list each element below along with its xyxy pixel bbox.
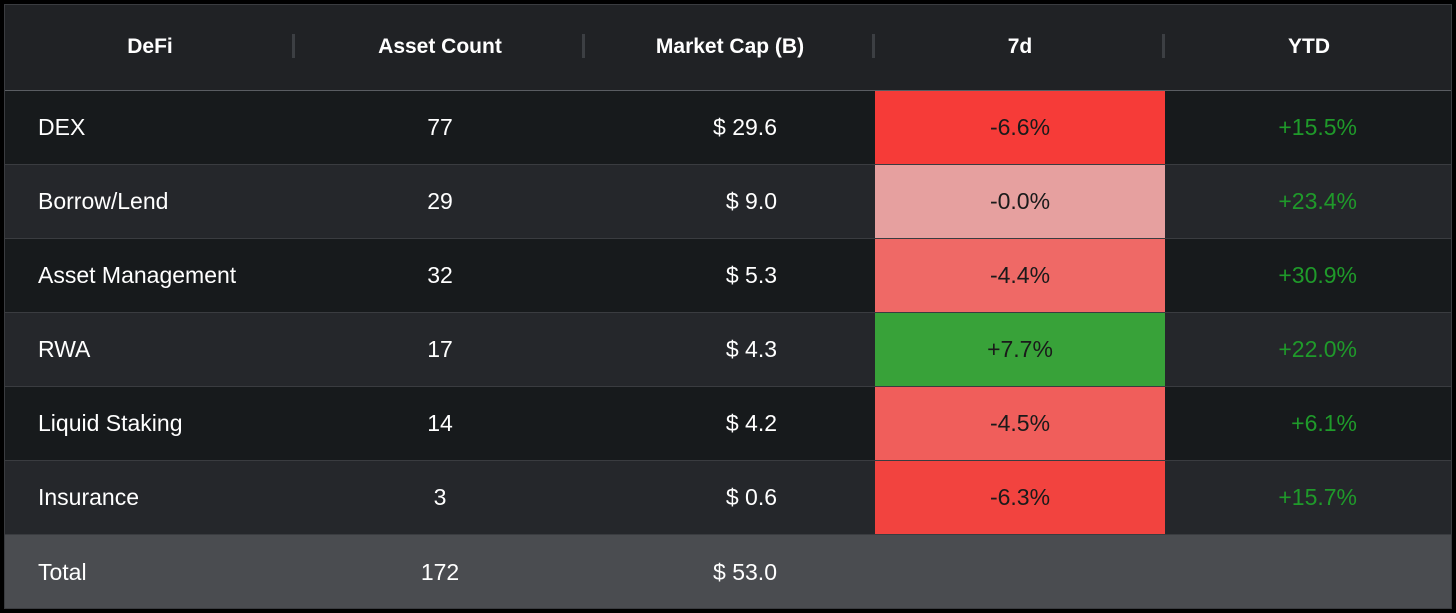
row-7d-cell: -6.6% [875,89,1165,164]
row-7d-cell: -4.5% [875,385,1165,460]
column-header-market-cap[interactable]: Market Cap (B) [585,5,875,91]
defi-sector-table: DeFi Asset Count Market Cap (B) 7d YTD D… [5,5,1451,608]
total-ytd-cell [1165,533,1451,608]
row-ytd-cell: +22.0% [1165,311,1451,386]
table-row: Liquid Staking 14 $ 4.2 -4.5% +6.1% [5,385,1451,460]
row-market-cap-cell: $ 29.6 [585,89,875,164]
row-7d-cell: -4.4% [875,237,1165,312]
table-row: RWA 17 $ 4.3 +7.7% +22.0% [5,311,1451,386]
row-market-cap-cell: $ 4.2 [585,385,875,460]
row-asset-count-cell: 3 [295,459,585,534]
total-asset-count-cell: 172 [295,533,585,608]
row-7d-cell: -6.3% [875,459,1165,534]
row-name-cell: Asset Management [5,237,295,312]
row-asset-count-cell: 32 [295,237,585,312]
table-row: Borrow/Lend 29 $ 9.0 -0.0% +23.4% [5,163,1451,238]
column-separator[interactable] [872,34,875,58]
row-asset-count-cell: 17 [295,311,585,386]
column-separator[interactable] [582,34,585,58]
row-asset-count-cell: 14 [295,385,585,460]
row-name-cell: Liquid Staking [5,385,295,460]
table-row: Asset Management 32 $ 5.3 -4.4% +30.9% [5,237,1451,312]
row-ytd-cell: +15.5% [1165,89,1451,164]
row-asset-count-cell: 29 [295,163,585,238]
total-row: Total 172 $ 53.0 [5,533,1451,608]
column-header-asset-count[interactable]: Asset Count [295,5,585,91]
column-separator[interactable] [292,34,295,58]
row-market-cap-cell: $ 4.3 [585,311,875,386]
total-7d-cell [875,533,1165,608]
row-ytd-cell: +23.4% [1165,163,1451,238]
column-header-7d[interactable]: 7d [875,5,1165,91]
total-market-cap-cell: $ 53.0 [585,533,875,608]
row-name-cell: Borrow/Lend [5,163,295,238]
column-separator[interactable] [1162,34,1165,58]
row-7d-cell: -0.0% [875,163,1165,238]
row-name-cell: DEX [5,89,295,164]
table-row: DEX 77 $ 29.6 -6.6% +15.5% [5,89,1451,164]
row-ytd-cell: +6.1% [1165,385,1451,460]
row-7d-cell: +7.7% [875,311,1165,386]
defi-table-frame: DeFi Asset Count Market Cap (B) 7d YTD D… [4,4,1452,609]
row-market-cap-cell: $ 0.6 [585,459,875,534]
row-ytd-cell: +30.9% [1165,237,1451,312]
row-name-cell: Insurance [5,459,295,534]
column-header-defi[interactable]: DeFi [5,5,295,91]
row-ytd-cell: +15.7% [1165,459,1451,534]
row-market-cap-cell: $ 5.3 [585,237,875,312]
table-row: Insurance 3 $ 0.6 -6.3% +15.7% [5,459,1451,534]
table-header-row: DeFi Asset Count Market Cap (B) 7d YTD [5,5,1451,91]
row-asset-count-cell: 77 [295,89,585,164]
row-name-cell: RWA [5,311,295,386]
row-market-cap-cell: $ 9.0 [585,163,875,238]
column-header-ytd[interactable]: YTD [1165,5,1451,91]
total-label-cell: Total [5,533,295,608]
